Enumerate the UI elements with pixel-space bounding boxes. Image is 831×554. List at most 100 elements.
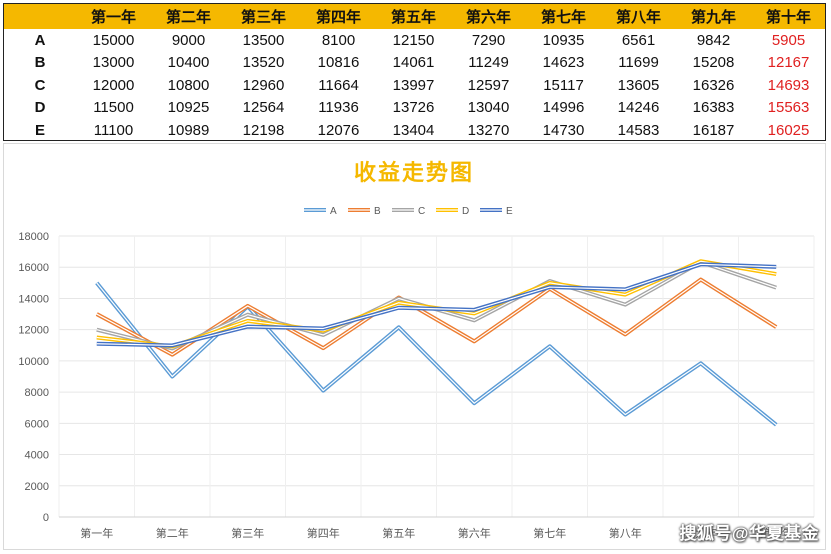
table-cell: 16383 — [692, 99, 735, 117]
table-cell: 14061 — [392, 54, 435, 72]
table-cell: 11936 — [318, 99, 359, 117]
y-tick-label: 0 — [43, 512, 49, 524]
table-cell: 12198 — [242, 121, 285, 139]
table-row-label: C — [34, 76, 46, 94]
table-cell: 10400 — [167, 54, 210, 72]
y-tick-label: 10000 — [18, 356, 49, 368]
legend-label: C — [418, 206, 425, 217]
table-cell: 12564 — [242, 99, 285, 117]
x-tick-label: 第七年 — [533, 526, 566, 540]
table-row: C 12000 10800 12960 11664 13997 12597 15117 1360… — [4, 74, 825, 97]
table-cell: 10800 — [167, 76, 210, 94]
series-line-inner-E — [96, 263, 777, 347]
table-cell: 16025 — [767, 121, 810, 139]
legend-label: E — [506, 206, 513, 217]
table-cell: 9842 — [696, 32, 731, 49]
table-cell: 13605 — [617, 76, 660, 94]
x-tick-label: 第五年 — [382, 526, 415, 540]
data-table: 第一年 第二年 第三年 第四年 第五年 第六年 第七年 第八年 第九年 第十年 A 15000 9000… — [3, 3, 826, 141]
x-tick-label: 第六年 — [458, 526, 491, 540]
table-row-label: D — [34, 99, 46, 117]
chart-area: 收益走势图 0 2000 4000 6000 8000 10000 12000 14000 160… — [3, 143, 826, 550]
table-cell: 11249 — [468, 54, 509, 72]
y-tick-label: 8000 — [25, 387, 49, 399]
table-cell: 14693 — [767, 76, 810, 94]
x-tick-label: 第十年 — [760, 526, 793, 540]
y-tick-label: 4000 — [25, 450, 49, 462]
y-tick-label: 16000 — [18, 262, 49, 274]
table-cell: 15208 — [692, 54, 735, 72]
table-cell: 11100 — [93, 121, 134, 139]
table-cell: 10989 — [167, 121, 210, 139]
table-cell: 12167 — [767, 54, 810, 72]
table-header-cell: 第六年 — [465, 9, 511, 26]
x-tick-label: 第四年 — [307, 526, 340, 540]
table-cell: 13520 — [242, 54, 285, 72]
chart-title: 收益走势图 — [354, 160, 474, 186]
table-cell: 13404 — [392, 121, 435, 139]
y-tick-label: 6000 — [25, 418, 49, 430]
table-cell: 10925 — [167, 99, 210, 117]
table-row-label: A — [34, 32, 46, 49]
table-cell: 15563 — [767, 99, 810, 117]
table-cell: 14623 — [542, 54, 585, 72]
table-cell: 11664 — [318, 76, 359, 94]
table-cell: 13997 — [392, 76, 435, 94]
line-chart: 收益走势图 0 2000 4000 6000 8000 10000 12000 14000 160… — [18, 160, 815, 540]
table-cell: 16187 — [692, 121, 735, 139]
table-header-cell: 第二年 — [165, 9, 211, 26]
table-row: A 15000 9000 13500 8100 12150 7290 10935 6561 984… — [4, 29, 825, 52]
table-row: D 11500 10925 12564 11936 13726 13040 14996 1424… — [4, 96, 825, 119]
table-cell: 15117 — [543, 76, 584, 94]
table-header-cell: 第九年 — [690, 9, 736, 26]
table-cell: 15000 — [92, 32, 135, 49]
table-cell: 5905 — [771, 32, 806, 49]
table-cell: 16326 — [692, 76, 735, 94]
y-tick-label: 12000 — [18, 325, 49, 337]
table-cell: 13500 — [242, 32, 285, 49]
table-cell: 14996 — [542, 99, 585, 117]
table-cell: 13270 — [467, 121, 510, 139]
table-header-cell: 第八年 — [615, 9, 661, 26]
legend-label: B — [374, 206, 381, 217]
x-tick-label: 第二年 — [156, 526, 189, 540]
x-tick-label: 第三年 — [231, 526, 264, 540]
table-header-cell: 第一年 — [90, 9, 136, 26]
table-cell: 14246 — [617, 99, 660, 117]
x-tick-label: 第八年 — [609, 526, 642, 540]
y-tick-label: 2000 — [25, 481, 49, 493]
table-cell: 12150 — [392, 32, 435, 49]
table-cell: 12960 — [242, 76, 285, 94]
y-tick-label: 14000 — [18, 293, 49, 305]
legend-label: A — [330, 206, 337, 217]
series-line-inner-A — [96, 282, 777, 426]
table-row: B 13000 10400 13520 10816 14061 11249 14623 1169… — [4, 51, 825, 74]
table-row-label: B — [34, 54, 46, 72]
table-row-label: E — [34, 121, 45, 139]
table-header-cell: 第七年 — [540, 9, 586, 26]
table-cell: 11699 — [618, 54, 659, 72]
table-header-row: 第一年 第二年 第三年 第四年 第五年 第六年 第七年 第八年 第九年 第十年 — [4, 4, 825, 29]
legend-label: D — [462, 206, 469, 217]
table-cell: 7290 — [471, 32, 506, 49]
watermark: 搜狐号@华夏基金 — [679, 524, 819, 543]
table-cell: 14583 — [617, 121, 660, 139]
table-cell: 8100 — [321, 32, 356, 49]
table-cell: 12076 — [317, 121, 360, 139]
table-header-cell: 第四年 — [315, 9, 361, 26]
table-cell: 10816 — [317, 54, 360, 72]
table-cell: 11500 — [93, 99, 134, 117]
table-cell: 13726 — [392, 99, 435, 117]
table-cell: 12597 — [467, 76, 510, 94]
table-row: E 11100 10989 12198 12076 13404 13270 14730 1458… — [4, 119, 825, 142]
table-cell: 9000 — [171, 32, 206, 49]
table-cell: 13000 — [92, 54, 135, 72]
x-tick-label: 第九年 — [684, 526, 717, 540]
table-header-cell: 第十年 — [765, 9, 811, 26]
table-cell: 6561 — [621, 32, 656, 49]
x-tick-label: 第一年 — [80, 526, 113, 540]
table-cell: 13040 — [467, 99, 510, 117]
table-cell: 10935 — [542, 32, 585, 49]
table-cell: 12000 — [92, 76, 135, 94]
table-header-cell: 第三年 — [240, 9, 286, 26]
